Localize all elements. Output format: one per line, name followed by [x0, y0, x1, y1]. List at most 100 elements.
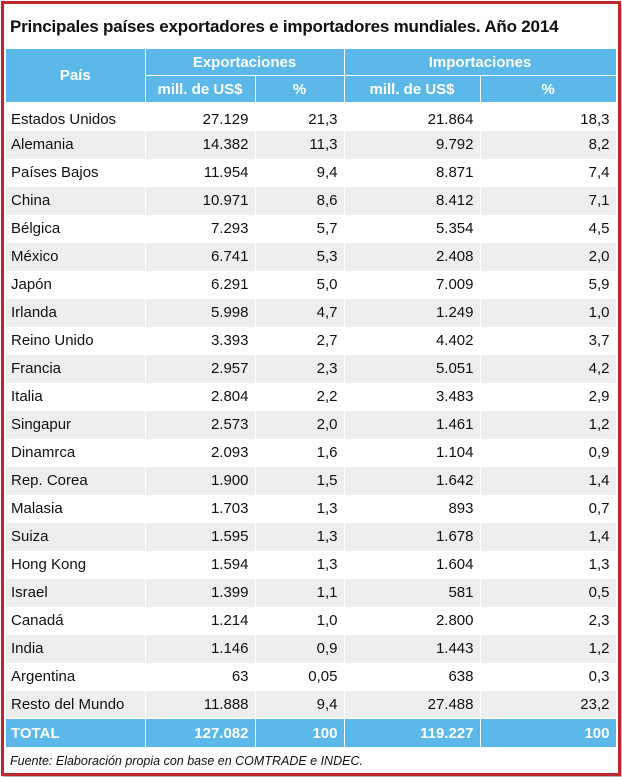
imp-value-cell: 7.009 — [344, 270, 481, 299]
imp-value-cell: 1.249 — [344, 298, 481, 327]
total-label: TOTAL — [6, 718, 146, 747]
country-cell: Malasia — [6, 494, 146, 523]
table-title: Principales países exportadores e import… — [10, 17, 559, 36]
header-imp-pct: % — [480, 75, 617, 103]
imp-pct-cell: 4,2 — [480, 354, 617, 383]
table-body: Estados Unidos 27.129 21,3 21.864 18,3 Aleman… — [6, 102, 617, 719]
table-row: Estados Unidos 27.129 21,3 21.864 18,3 — [6, 102, 617, 131]
header-exp-value: mill. de US$ — [145, 75, 256, 103]
exp-value-cell: 1.399 — [145, 578, 256, 607]
total-exp-pct: 100 — [255, 718, 345, 747]
country-cell: Italia — [6, 382, 146, 411]
header-imp-value: mill. de US$ — [344, 75, 481, 103]
table-row: Francia 2.957 2,3 5.051 4,2 — [6, 354, 617, 383]
source-note: Fuente: Elaboración propia con base en C… — [10, 754, 363, 768]
country-cell: Estados Unidos — [6, 102, 146, 131]
total-row: TOTAL 127.082 100 119.227 100 — [6, 718, 617, 747]
exp-pct-cell: 2,3 — [255, 354, 345, 383]
exp-pct-cell: 1,5 — [255, 466, 345, 495]
table-row: Hong Kong 1.594 1,3 1.604 1,3 — [6, 550, 617, 579]
total-imp: 119.227 — [344, 718, 481, 747]
country-cell: Alemania — [6, 130, 146, 159]
imp-pct-cell: 1,4 — [480, 466, 617, 495]
table-row: Resto del Mundo 11.888 9,4 27.488 23,2 — [6, 690, 617, 719]
imp-value-cell: 5.354 — [344, 214, 481, 243]
imp-pct-cell: 1,3 — [480, 550, 617, 579]
country-cell: México — [6, 242, 146, 271]
imp-pct-cell: 1,2 — [480, 634, 617, 663]
exp-pct-cell: 5,3 — [255, 242, 345, 271]
header-pais: País — [6, 49, 146, 103]
country-cell: Singapur — [6, 410, 146, 439]
imp-value-cell: 27.488 — [344, 690, 481, 719]
table-row: Argentina 63 0,05 638 0,3 — [6, 662, 617, 691]
table-row: Italia 2.804 2,2 3.483 2,9 — [6, 382, 617, 411]
imp-pct-cell: 2,0 — [480, 242, 617, 271]
exp-value-cell: 5.998 — [145, 298, 256, 327]
exp-pct-cell: 2,2 — [255, 382, 345, 411]
country-cell: Bélgica — [6, 214, 146, 243]
imp-value-cell: 4.402 — [344, 326, 481, 355]
exp-value-cell: 1.146 — [145, 634, 256, 663]
exp-pct-cell: 4,7 — [255, 298, 345, 327]
exp-pct-cell: 2,0 — [255, 410, 345, 439]
exp-pct-cell: 2,7 — [255, 326, 345, 355]
country-cell: India — [6, 634, 146, 663]
table-row: Bélgica 7.293 5,7 5.354 4,5 — [6, 214, 617, 243]
exp-value-cell: 7.293 — [145, 214, 256, 243]
table-row: Israel 1.399 1,1 581 0,5 — [6, 578, 617, 607]
exp-value-cell: 14.382 — [145, 130, 256, 159]
imp-value-cell: 2.408 — [344, 242, 481, 271]
exp-pct-cell: 1,0 — [255, 606, 345, 635]
header-exportaciones: Exportaciones — [145, 49, 345, 76]
imp-pct-cell: 1,4 — [480, 522, 617, 551]
country-cell: Canadá — [6, 606, 146, 635]
imp-value-cell: 8.871 — [344, 158, 481, 187]
country-cell: Suiza — [6, 522, 146, 551]
table-row: Malasia 1.703 1,3 893 0,7 — [6, 494, 617, 523]
table-row: China 10.971 8,6 8.412 7,1 — [6, 186, 617, 215]
exp-value-cell: 2.573 — [145, 410, 256, 439]
exp-pct-cell: 0,05 — [255, 662, 345, 691]
imp-value-cell: 1.642 — [344, 466, 481, 495]
exp-pct-cell: 1,1 — [255, 578, 345, 607]
total-imp-pct: 100 — [480, 718, 617, 747]
exp-value-cell: 11.954 — [145, 158, 256, 187]
exp-value-cell: 1.595 — [145, 522, 256, 551]
exp-pct-cell: 8,6 — [255, 186, 345, 215]
imp-pct-cell: 7,1 — [480, 186, 617, 215]
imp-value-cell: 9.792 — [344, 130, 481, 159]
country-cell: China — [6, 186, 146, 215]
imp-value-cell: 21.864 — [344, 102, 481, 131]
imp-pct-cell: 8,2 — [480, 130, 617, 159]
table-row: Dinamrca 2.093 1,6 1.104 0,9 — [6, 438, 617, 467]
table-row: Países Bajos 11.954 9,4 8.871 7,4 — [6, 158, 617, 187]
table-row: Suiza 1.595 1,3 1.678 1,4 — [6, 522, 617, 551]
exp-value-cell: 63 — [145, 662, 256, 691]
imp-value-cell: 5.051 — [344, 354, 481, 383]
exp-value-cell: 1.214 — [145, 606, 256, 635]
exp-value-cell: 11.888 — [145, 690, 256, 719]
imp-value-cell: 1.461 — [344, 410, 481, 439]
table-row: Canadá 1.214 1,0 2.800 2,3 — [6, 606, 617, 635]
table-row: Japón 6.291 5,0 7.009 5,9 — [6, 270, 617, 299]
table-row: Singapur 2.573 2,0 1.461 1,2 — [6, 410, 617, 439]
country-cell: Hong Kong — [6, 550, 146, 579]
country-cell: Rep. Corea — [6, 466, 146, 495]
exp-value-cell: 10.971 — [145, 186, 256, 215]
exp-pct-cell: 5,7 — [255, 214, 345, 243]
imp-pct-cell: 2,3 — [480, 606, 617, 635]
imp-value-cell: 893 — [344, 494, 481, 523]
imp-pct-cell: 3,7 — [480, 326, 617, 355]
imp-pct-cell: 4,5 — [480, 214, 617, 243]
exp-pct-cell: 21,3 — [255, 102, 345, 131]
imp-pct-cell: 0,5 — [480, 578, 617, 607]
country-cell: Países Bajos — [6, 158, 146, 187]
imp-pct-cell: 1,2 — [480, 410, 617, 439]
exp-pct-cell: 1,6 — [255, 438, 345, 467]
imp-pct-cell: 0,7 — [480, 494, 617, 523]
imp-pct-cell: 23,2 — [480, 690, 617, 719]
exp-value-cell: 6.741 — [145, 242, 256, 271]
imp-pct-cell: 18,3 — [480, 102, 617, 131]
